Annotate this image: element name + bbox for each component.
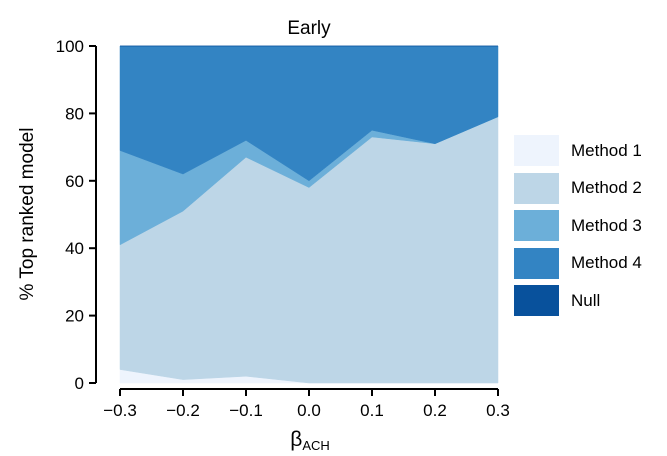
x-axis-label-sub: ACH — [302, 438, 329, 453]
legend-item: Method 3 — [514, 207, 642, 245]
legend-item: Method 4 — [514, 245, 642, 283]
legend-swatch — [514, 210, 559, 242]
legend-label: Null — [571, 290, 601, 310]
legend-swatch — [514, 172, 559, 204]
area-layers — [119, 45, 499, 384]
x-tick-label: 0.1 — [360, 401, 384, 420]
legend-swatch — [514, 247, 559, 279]
y-tick-label: 20 — [65, 307, 84, 326]
legend-item: Null — [514, 282, 642, 320]
legend-label: Method 2 — [571, 178, 642, 198]
legend-label: Method 3 — [571, 215, 642, 235]
x-axis-label: βACH — [290, 428, 330, 453]
x-tick-label: −0.3 — [103, 401, 137, 420]
x-tick-label: 0.3 — [486, 401, 510, 420]
chart-title: Early — [287, 18, 331, 39]
x-axis-label-main: β — [290, 428, 302, 451]
y-tick-label: 60 — [65, 172, 84, 191]
y-tick-label: 100 — [56, 37, 84, 56]
x-tick-label: −0.2 — [166, 401, 200, 420]
legend-label: Method 4 — [571, 253, 642, 273]
legend-item: Method 1 — [514, 132, 642, 170]
x-tick-label: −0.1 — [229, 401, 263, 420]
legend-label: Method 1 — [571, 140, 642, 160]
axes: 0 20 40 60 80 100 −0.3 −0.2 −0.1 0.0 0.1 0.2 0.3 — [56, 37, 510, 420]
legend-item: Method 2 — [514, 170, 642, 208]
legend: Method 1 Method 2 Method 3 Method 4 Null — [514, 132, 642, 320]
y-tick-label: 80 — [65, 104, 84, 123]
y-axis-label: % Top ranked model — [17, 128, 38, 301]
legend-swatch — [514, 135, 559, 167]
legend-swatch — [514, 285, 559, 317]
y-tick-label: 40 — [65, 239, 84, 258]
x-tick-label: 0.0 — [297, 401, 321, 420]
y-tick-label: 0 — [75, 374, 84, 393]
x-tick-label: 0.2 — [423, 401, 447, 420]
